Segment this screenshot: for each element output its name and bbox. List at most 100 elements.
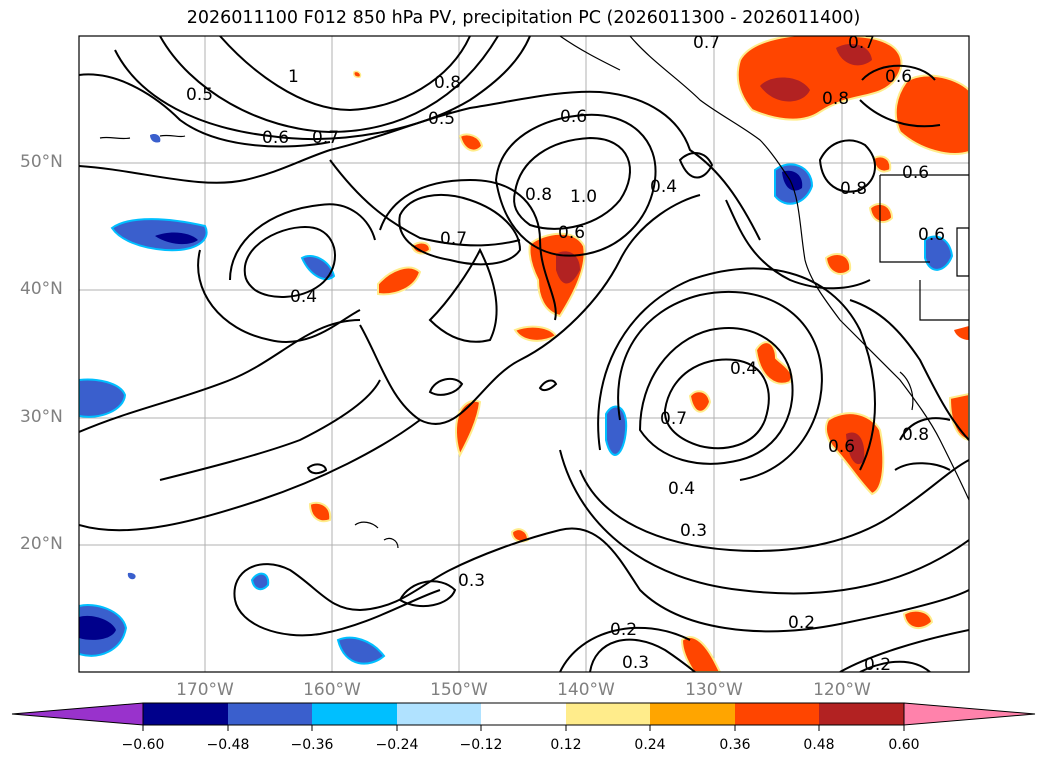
lat-label-20n: 20°N bbox=[20, 534, 63, 554]
contour-line bbox=[229, 203, 376, 281]
contour-label: 0.7 bbox=[693, 33, 720, 53]
precip-blob bbox=[760, 77, 810, 102]
colorbar-segment bbox=[735, 703, 819, 725]
contour-line bbox=[663, 358, 770, 450]
contour-line bbox=[398, 194, 522, 266]
contour-label: 0.2 bbox=[610, 620, 637, 640]
precip-blob bbox=[155, 232, 198, 245]
contour-labels: 0.7 0.7 0.6 0.5 0.8 0.5 0.6 0.7 1 0.6 0.… bbox=[186, 33, 945, 675]
precip-blob bbox=[455, 399, 482, 458]
precip-blob bbox=[127, 572, 136, 580]
precip-blob bbox=[150, 133, 161, 143]
lat-label-50n: 50°N bbox=[20, 152, 63, 172]
colorbar-extend-min bbox=[11, 702, 144, 726]
colorbar-segment bbox=[650, 703, 735, 725]
colorbar-segment bbox=[228, 703, 312, 725]
contour-line bbox=[861, 64, 936, 81]
contour-line bbox=[839, 629, 969, 672]
precip-blob bbox=[948, 392, 969, 442]
colorbar-segment bbox=[143, 703, 228, 725]
contour-line bbox=[379, 178, 557, 321]
gridlines bbox=[79, 36, 969, 672]
contour-line bbox=[428, 377, 464, 396]
contour-line bbox=[513, 136, 631, 230]
contour-line bbox=[849, 299, 969, 441]
contour-label: 0.6 bbox=[558, 223, 585, 243]
contour-label: 1 bbox=[288, 67, 299, 87]
contour-label: 0.4 bbox=[650, 177, 677, 197]
colorbar-segment bbox=[312, 703, 397, 725]
precip-blob bbox=[872, 155, 892, 173]
lon-label-170w: 170°W bbox=[176, 680, 234, 700]
colorbar-segment bbox=[397, 703, 481, 725]
precip-blob bbox=[754, 341, 793, 385]
pv-contours bbox=[79, 36, 969, 672]
contour-label: 0.8 bbox=[902, 425, 929, 445]
precip-blob bbox=[736, 36, 903, 121]
contour-line bbox=[233, 527, 969, 633]
lon-label-130w: 130°W bbox=[685, 680, 743, 700]
contour-line bbox=[159, 379, 381, 481]
map-content bbox=[79, 36, 969, 672]
lon-label-120w: 120°W bbox=[813, 680, 871, 700]
precip-blob bbox=[308, 501, 332, 523]
coastline bbox=[159, 134, 186, 138]
coastline bbox=[99, 136, 131, 140]
contour-label: 0.5 bbox=[428, 109, 455, 129]
colorbar-tick-label: 0.12 bbox=[550, 737, 582, 753]
precip-blob bbox=[894, 74, 969, 155]
contour-label: 0.3 bbox=[458, 571, 485, 591]
coastline bbox=[789, 179, 969, 501]
contour-label: 0.5 bbox=[186, 85, 213, 105]
contour-label: 0.4 bbox=[668, 479, 695, 499]
lat-label-30n: 30°N bbox=[20, 407, 63, 427]
colorbar-tick-label: 0.60 bbox=[888, 737, 920, 753]
contour-label: 0.2 bbox=[788, 613, 815, 633]
precip-blob bbox=[605, 405, 628, 456]
contour-label: 0.6 bbox=[902, 163, 929, 183]
coastline bbox=[899, 371, 914, 411]
precip-blob bbox=[353, 70, 362, 78]
contour-line bbox=[234, 589, 441, 637]
precip-blob bbox=[688, 390, 712, 413]
precip-blob bbox=[902, 609, 934, 630]
contour-line bbox=[159, 36, 499, 134]
colorbar-tick-label: 0.24 bbox=[634, 737, 666, 753]
colorbar-segment bbox=[819, 703, 904, 725]
precip-blob bbox=[336, 636, 386, 665]
contour-line bbox=[79, 90, 761, 241]
contour-line bbox=[428, 247, 498, 343]
contour-line bbox=[597, 267, 876, 471]
colorbar-tick-label: −0.36 bbox=[290, 737, 334, 753]
contour-label: 0.7 bbox=[848, 33, 875, 53]
contour-label: 0.6 bbox=[262, 128, 289, 148]
contour-label: 0.3 bbox=[622, 653, 649, 673]
contour-label: 1.0 bbox=[570, 187, 597, 207]
contour-line bbox=[894, 462, 951, 471]
contour-line bbox=[559, 626, 691, 672]
contour-label: 0.3 bbox=[680, 521, 707, 541]
contour-line bbox=[329, 159, 521, 247]
contour-label: 0.8 bbox=[840, 179, 867, 199]
precip-blob bbox=[377, 266, 422, 296]
colorbar-tick-label: −0.48 bbox=[206, 737, 250, 753]
precip-blob bbox=[556, 251, 580, 284]
contour-line bbox=[818, 139, 876, 193]
precip-blob bbox=[846, 432, 865, 465]
coastline bbox=[629, 36, 791, 181]
contour-label: 0.6 bbox=[828, 437, 855, 457]
lat-label-40n: 40°N bbox=[20, 279, 63, 299]
precip-blob bbox=[836, 44, 872, 66]
coastline bbox=[383, 537, 399, 549]
contour-label: 0.8 bbox=[822, 89, 849, 109]
colorbar-tick-label: 0.36 bbox=[719, 737, 751, 753]
colorbar-segment bbox=[566, 703, 650, 725]
map-title: 2026011100 F012 850 hPa PV, precipitatio… bbox=[186, 8, 861, 28]
precip-positive-areas bbox=[308, 36, 969, 672]
contour-line bbox=[589, 638, 696, 672]
precip-blob bbox=[79, 615, 116, 640]
precip-blob bbox=[954, 326, 969, 340]
contour-line bbox=[398, 580, 457, 608]
colorbar-tick-label: −0.12 bbox=[459, 737, 503, 753]
